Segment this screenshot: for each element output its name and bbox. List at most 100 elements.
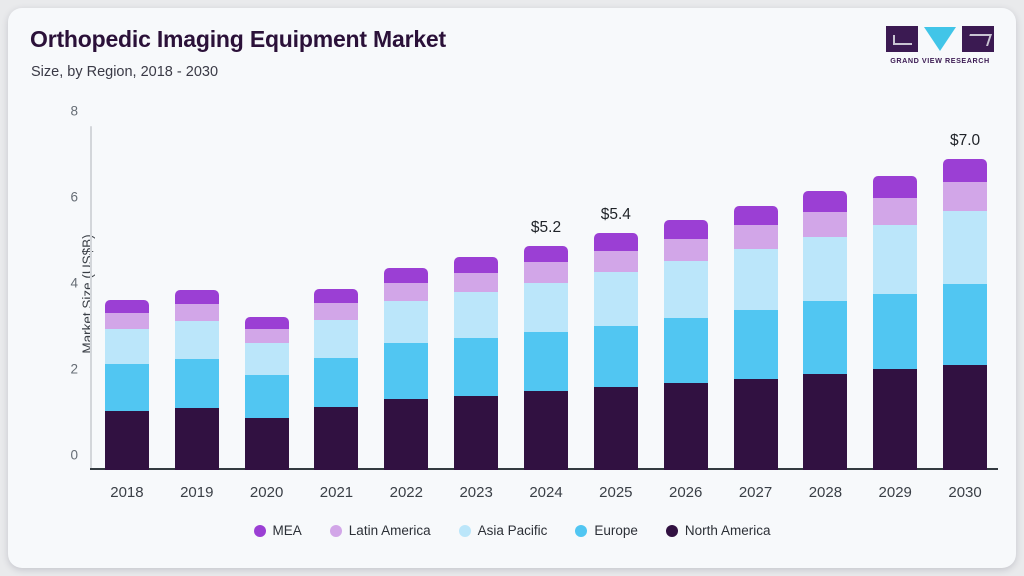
chart-plot-area: Market Size (US$B) 0 2 4 6 8 2018 2019 2020 202… <box>70 104 998 501</box>
bar-segment[interactable] <box>873 225 918 294</box>
bar-segment[interactable] <box>943 158 988 182</box>
bar-segment[interactable] <box>873 198 918 226</box>
bar-group-2022[interactable]: 2022 <box>384 267 429 501</box>
x-axis-tick-label: 2020 <box>249 484 284 501</box>
bar-segment[interactable] <box>663 317 708 384</box>
bar-segment[interactable] <box>244 328 289 344</box>
legend-item-north-america[interactable]: North America <box>665 523 771 538</box>
bar-segment[interactable] <box>593 271 638 326</box>
bar-segment[interactable] <box>174 408 219 470</box>
bar-segment[interactable] <box>454 395 499 470</box>
legend-swatch-icon <box>458 524 471 537</box>
bar-segment[interactable] <box>104 312 149 329</box>
chart-card: Orthopedic Imaging Equipment Market Size… <box>8 8 1016 568</box>
bar-segment[interactable] <box>663 261 708 318</box>
bar-segment[interactable] <box>384 300 429 343</box>
bar-segment[interactable] <box>873 176 918 199</box>
bar-segment[interactable] <box>174 358 219 409</box>
bar-segment[interactable] <box>314 406 359 470</box>
bar-segment[interactable] <box>174 320 219 359</box>
bar-segment[interactable] <box>593 387 638 470</box>
bar-segment[interactable] <box>943 181 988 211</box>
legend-item-label: North America <box>684 523 771 538</box>
legend-item-europe[interactable]: Europe <box>575 523 638 538</box>
bar-segment[interactable] <box>244 374 289 418</box>
bar-group-2027[interactable]: 2027 <box>733 205 778 501</box>
bar-segment[interactable] <box>803 212 848 237</box>
bar-segment[interactable] <box>104 328 149 364</box>
bar-group-2030[interactable]: $7.0 2030 <box>943 132 988 501</box>
bar-segment[interactable] <box>174 290 219 305</box>
bar-segment[interactable] <box>803 236 848 302</box>
bar-segment[interactable] <box>943 364 988 470</box>
bar-segment[interactable] <box>174 304 219 321</box>
bar-group-2023[interactable]: 2023 <box>454 257 499 501</box>
x-axis-tick-label: 2019 <box>180 484 214 501</box>
bar-segment[interactable] <box>943 284 988 365</box>
y-axis-tick-label: 6 <box>70 189 78 205</box>
bar-segment[interactable] <box>593 325 638 388</box>
bar-segment[interactable] <box>524 391 568 470</box>
bar-segment[interactable] <box>593 250 638 272</box>
bar-segment[interactable] <box>314 357 359 407</box>
bar-group-2024[interactable]: $5.2 2024 <box>524 219 568 501</box>
bar-segment[interactable] <box>663 220 708 240</box>
x-axis-tick-label: 2027 <box>738 484 773 501</box>
bar-segment[interactable] <box>873 293 918 370</box>
bar-segment[interactable] <box>454 338 499 396</box>
bar-segment[interactable] <box>454 257 499 274</box>
x-axis-tick-label: 2023 <box>459 484 493 501</box>
bar-group-2018[interactable]: 2018 <box>104 299 149 501</box>
bar-segment[interactable] <box>314 289 359 304</box>
logo-left-block-icon <box>886 26 918 52</box>
bar-segment[interactable] <box>314 319 359 358</box>
bar-segment[interactable] <box>593 232 638 251</box>
bar-group-2029[interactable]: 2029 <box>873 176 918 501</box>
bar-segment[interactable] <box>663 383 708 470</box>
bar-group-2026[interactable]: 2026 <box>663 220 708 501</box>
bar-segment[interactable] <box>314 303 359 320</box>
bar-segment[interactable] <box>104 299 149 313</box>
legend-item-label: Asia Pacific <box>477 523 548 538</box>
x-axis-tick-label: 2026 <box>669 484 703 501</box>
bar-segment[interactable] <box>244 316 289 329</box>
bar-segment[interactable] <box>244 343 289 375</box>
bar-segment[interactable] <box>524 282 568 332</box>
bar-segment[interactable] <box>524 331 568 392</box>
bar-group-2028[interactable]: 2028 <box>803 191 848 501</box>
bar-segment[interactable] <box>943 210 988 285</box>
bar-segment[interactable] <box>803 301 848 375</box>
legend-item-asia-pacific[interactable]: Asia Pacific <box>458 523 548 538</box>
bar-group-2020[interactable]: 2020 <box>244 316 289 501</box>
bar-segment[interactable] <box>244 417 289 470</box>
y-axis-tick-label: 2 <box>70 361 78 377</box>
bar-segment[interactable] <box>104 363 149 412</box>
bar-group-2019[interactable]: 2019 <box>174 290 219 501</box>
bar-segment[interactable] <box>104 411 149 470</box>
bar-segment[interactable] <box>733 379 778 470</box>
bar-segment[interactable] <box>733 225 778 249</box>
x-axis-tick-label: 2028 <box>808 484 843 501</box>
bar-segment[interactable] <box>524 245 568 263</box>
bar-segment[interactable] <box>454 273 499 293</box>
bar-segment[interactable] <box>384 342 429 400</box>
bar-segment[interactable] <box>733 248 778 310</box>
bar-segment[interactable] <box>803 374 848 470</box>
bar-segment[interactable] <box>454 292 499 339</box>
bar-segment[interactable] <box>803 191 848 213</box>
legend-swatch-icon <box>329 524 342 537</box>
page-title: Orthopedic Imaging Equipment Market <box>30 26 446 52</box>
bar-segment[interactable] <box>663 239 708 262</box>
bar-segment[interactable] <box>384 267 429 283</box>
bar-value-label: $5.2 <box>530 218 562 236</box>
legend-item-latin-america[interactable]: Latin America <box>329 523 431 538</box>
bar-segment[interactable] <box>524 262 568 283</box>
legend-item-mea[interactable]: MEA <box>253 523 302 538</box>
bar-segment[interactable] <box>873 369 918 470</box>
bar-segment[interactable] <box>733 205 778 226</box>
bar-segment[interactable] <box>733 309 778 380</box>
bar-group-2021[interactable]: 2021 <box>314 289 359 501</box>
bar-group-2025[interactable]: $5.4 2025 <box>593 206 638 501</box>
bar-segment[interactable] <box>384 399 429 470</box>
bar-segment[interactable] <box>384 282 429 301</box>
